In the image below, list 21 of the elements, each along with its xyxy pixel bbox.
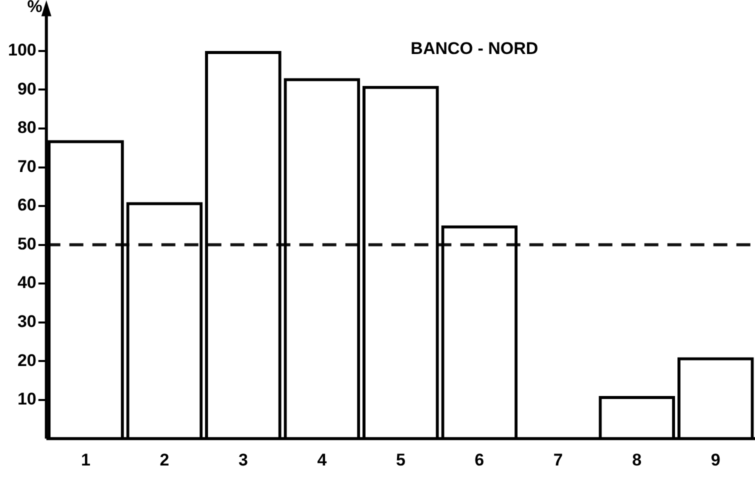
y-tick-label: 20 (17, 350, 36, 370)
x-tick-label: 6 (474, 450, 484, 470)
x-tick-label: 7 (553, 450, 563, 470)
text: BANCO - NORD (410, 38, 538, 58)
y-tick-label: 60 (17, 196, 36, 215)
x-tick-label: 9 (710, 450, 720, 470)
x-tick-label: 4 (317, 450, 328, 470)
y-tick-label: 70 (17, 156, 36, 176)
y-tick-label: 50 (17, 234, 36, 254)
x-tick-label: 8 (632, 450, 642, 470)
y-tick-label: 30 (17, 312, 36, 331)
y-axis-title: % (27, 0, 42, 16)
y-tick-label: 100 (8, 40, 36, 60)
y-tick-label: 10 (17, 390, 36, 409)
y-tick-label: 40 (17, 273, 36, 292)
y-tick-label: 80 (17, 118, 36, 138)
x-tick-label: 2 (160, 450, 170, 470)
x-tick-label: 3 (238, 450, 248, 470)
x-tick-label: 5 (396, 450, 406, 470)
y-tick-label: 90 (17, 79, 36, 98)
x-tick-label: 1 (81, 450, 90, 470)
